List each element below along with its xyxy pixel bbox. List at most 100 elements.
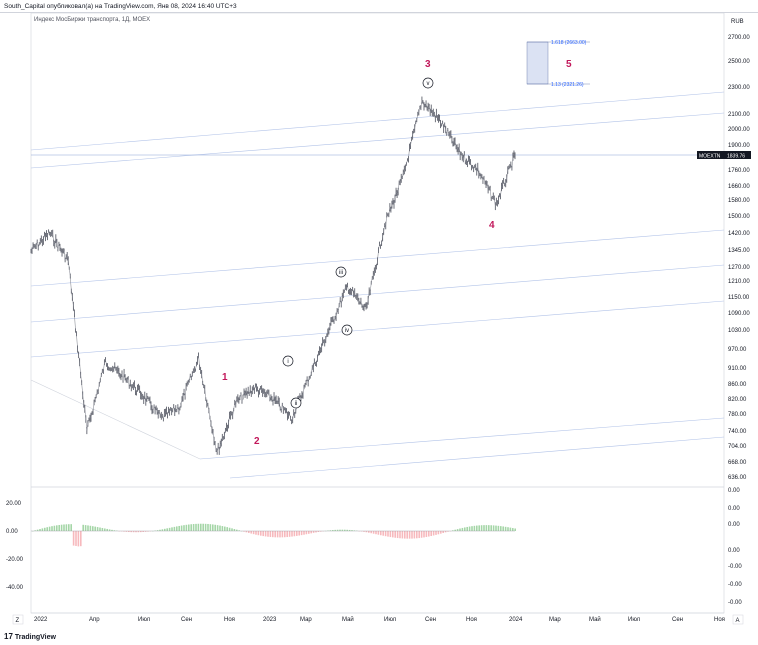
price-tick-label: 1030.00	[728, 328, 750, 334]
oscillator-bar	[392, 531, 394, 537]
time-tick-label: Мар	[300, 617, 312, 623]
oscillator-bar	[442, 531, 444, 533]
oscillator-bar	[104, 528, 106, 531]
oscillator-bar	[512, 528, 514, 531]
oscillator-bar	[421, 531, 423, 538]
oscillator-bar	[186, 525, 188, 531]
oscillator-bar	[315, 531, 317, 532]
oscillator-histogram	[32, 524, 516, 547]
wave-label-5: 5	[566, 59, 572, 70]
oscillator-bar	[68, 524, 70, 531]
oscillator-bar	[39, 529, 41, 531]
oscillator-bar	[486, 525, 488, 531]
sub-wave-label-iii: iii	[339, 270, 343, 276]
oscillator-left-tick: 0.00	[6, 529, 18, 535]
price-tick-label: 1660.00	[728, 184, 750, 190]
oscillator-bar	[255, 531, 257, 535]
oscillator-bar	[397, 531, 399, 538]
oscillator-bar	[474, 526, 476, 531]
time-axis[interactable]: 2022 Апр Июл Сен Ноя 2023 Мар Май Июл Сен Ноя 2024 М…	[34, 616, 725, 623]
price-tick-label: 2100.00	[728, 112, 750, 118]
time-tick-label: Июл	[384, 617, 397, 623]
time-tick-label: 2023	[263, 617, 277, 623]
oscillator-bar	[440, 531, 442, 534]
oscillator-bar	[90, 526, 92, 531]
oscillator-bar	[310, 531, 312, 533]
price-axis[interactable]: 2700.00 2500.00 2300.00 2100.00 2000.00 1900.…	[728, 35, 750, 481]
oscillator-bar	[207, 524, 209, 531]
price-tick-label: 704.00	[728, 444, 747, 450]
time-tick-label: 2024	[509, 617, 523, 623]
channel-line	[230, 437, 724, 478]
oscillator-bar	[262, 531, 264, 536]
oscillator-bar	[183, 525, 185, 531]
oscillator-bar	[169, 528, 171, 531]
oscillator-bar	[370, 531, 372, 533]
oscillator-bar	[97, 527, 99, 531]
oscillator-bar	[94, 527, 96, 531]
oscillator-bar	[464, 527, 466, 531]
oscillator-bar	[490, 525, 492, 531]
oscillator-bar	[205, 524, 207, 531]
sub-wave-markers	[283, 78, 433, 408]
oscillator-bar	[73, 531, 75, 546]
oscillator-right-tick: 0.00	[728, 548, 740, 554]
oscillator-bar	[469, 527, 471, 531]
price-tick-label: 970.00	[728, 347, 747, 353]
wave-label-4: 4	[489, 220, 495, 231]
oscillator-bar	[58, 525, 60, 531]
time-tick-label: Сен	[425, 617, 436, 623]
oscillator-bar	[190, 524, 192, 531]
oscillator-bar	[61, 525, 63, 531]
oscillator-bar	[387, 531, 389, 537]
brand-name: TradingView	[15, 634, 56, 641]
oscillator-bar	[171, 527, 173, 531]
oscillator-bar	[92, 526, 94, 531]
oscillator-bar	[459, 529, 461, 531]
time-tick-label: Ноя	[466, 617, 477, 623]
oscillator-bar	[430, 531, 432, 536]
time-tick-label: Апр	[89, 617, 100, 623]
oscillator-bar	[476, 526, 478, 531]
oscillator-bar	[291, 531, 293, 537]
oscillator-bar	[507, 527, 509, 531]
oscillator-bar	[258, 531, 260, 535]
zoom-button-label: Z	[16, 618, 20, 624]
oscillator-bar	[445, 531, 447, 532]
oscillator-bar	[202, 524, 204, 531]
oscillator-bar	[390, 531, 392, 537]
price-tick-label: 668.00	[728, 460, 747, 466]
oscillator-bar	[418, 531, 420, 538]
time-tick-label: Ноя	[714, 617, 725, 623]
price-tick-label: 860.00	[728, 382, 747, 388]
oscillator-bar	[514, 528, 516, 531]
time-tick-label: Мар	[549, 617, 561, 623]
oscillator-bar	[495, 526, 497, 531]
oscillator-bar	[500, 526, 502, 531]
oscillator-bar	[70, 524, 72, 531]
channel-line	[200, 418, 724, 459]
oscillator-bar	[193, 524, 195, 531]
fib-target-box	[527, 42, 548, 84]
wave-label-1: 1	[222, 372, 228, 383]
oscillator-bar	[296, 531, 298, 536]
oscillator-bar	[394, 531, 396, 538]
oscillator-bar	[56, 525, 58, 531]
price-tick-label: 2500.00	[728, 59, 750, 65]
time-tick-label: 2022	[34, 617, 48, 623]
fib-upper-label: 1.618 (2663.00)	[551, 40, 587, 46]
oscillator-bar	[502, 526, 504, 531]
oscillator-bar	[210, 524, 212, 531]
oscillator-bar	[510, 528, 512, 531]
oscillator-bar	[373, 531, 375, 534]
oscillator-right-tick: -0.00	[728, 564, 742, 570]
auto-scale-label: A	[736, 618, 740, 624]
sub-wave-label-ii: ii	[295, 401, 298, 407]
oscillator-bar	[308, 531, 310, 534]
oscillator-left-axis: 20.00 0.00 -20.00 -40.00	[6, 501, 24, 591]
oscillator-bar	[284, 531, 286, 537]
channel-line	[31, 301, 724, 357]
oscillator-bar	[409, 531, 411, 539]
oscillator-bar	[224, 527, 226, 531]
